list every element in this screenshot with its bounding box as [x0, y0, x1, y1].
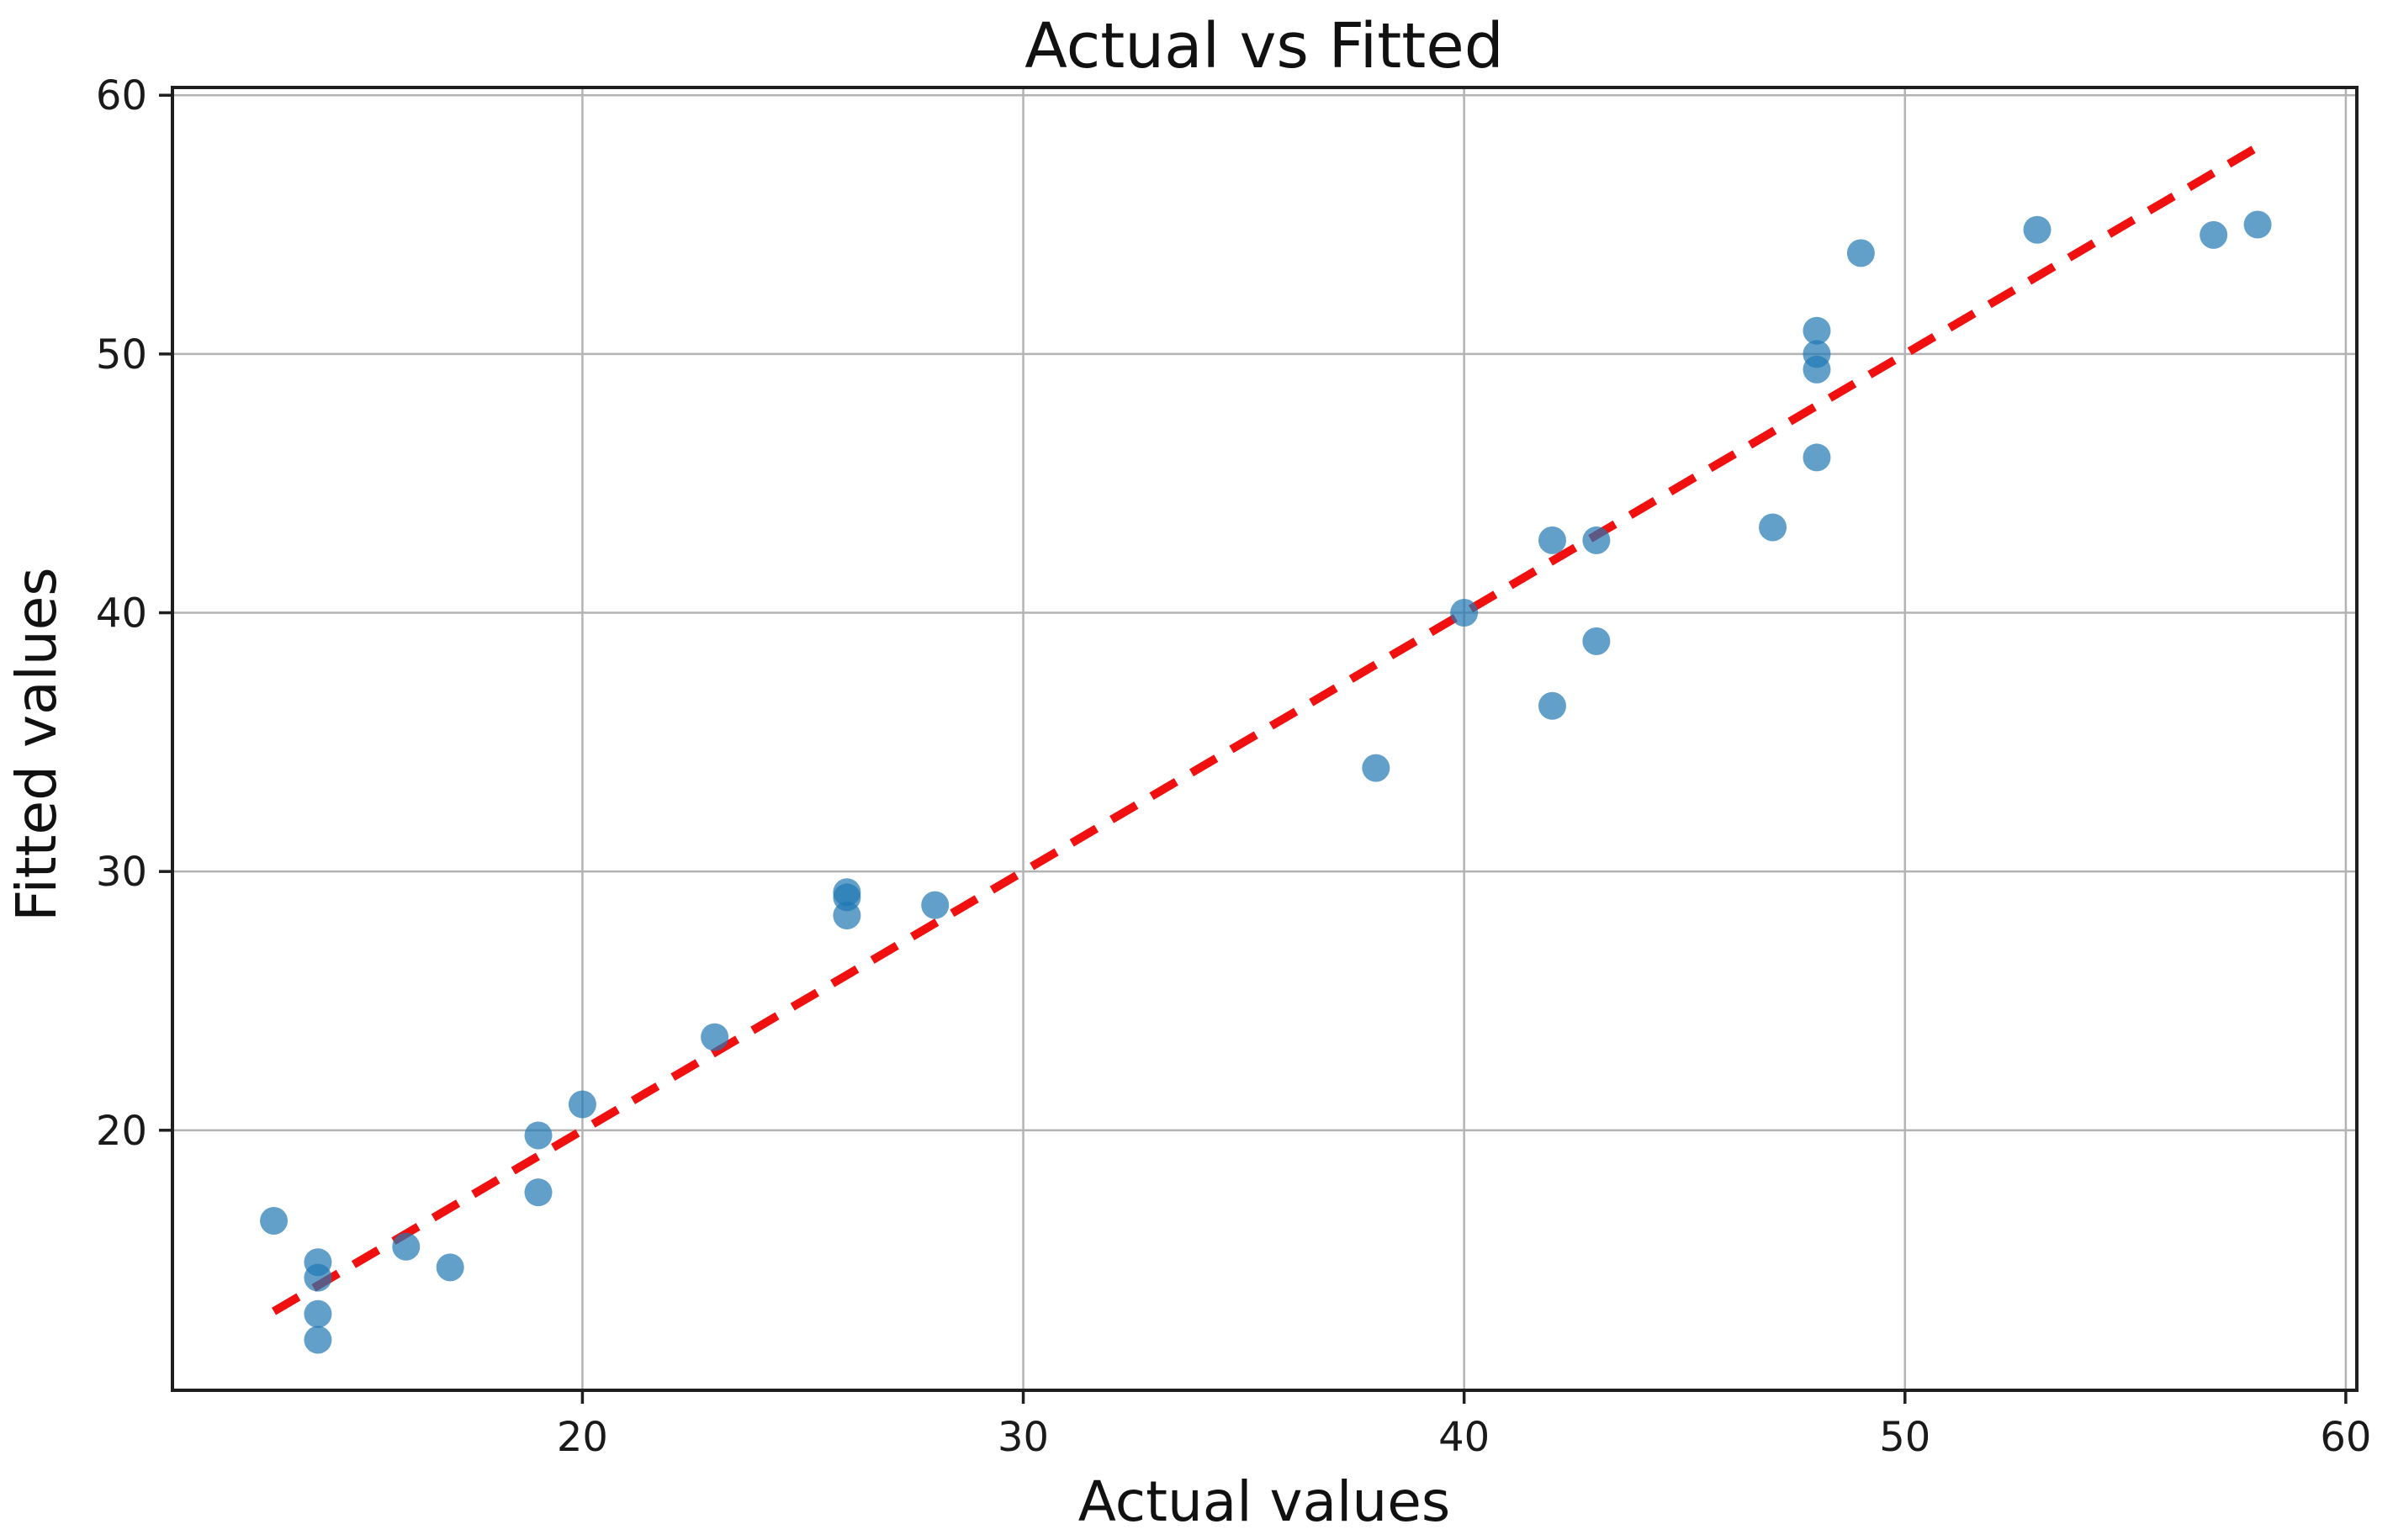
scatter-point	[701, 1023, 729, 1051]
scatter-point	[1538, 691, 1566, 720]
scatter-point	[921, 891, 950, 919]
scatter-point	[1846, 239, 1875, 267]
scatter-point	[392, 1232, 421, 1261]
plot-border	[171, 86, 2359, 1392]
points-layer	[260, 210, 2272, 1354]
chart-title: Actual vs Fitted	[1024, 10, 1504, 82]
y-tick-label: 20	[96, 1108, 147, 1155]
x-tick-label: 40	[1438, 1414, 1490, 1461]
y-tick-label: 30	[96, 849, 147, 896]
scatter-point	[304, 1299, 332, 1328]
x-tick-label: 30	[998, 1414, 1049, 1461]
x-tick-label: 60	[2320, 1414, 2371, 1461]
scatter-point	[2200, 220, 2228, 249]
y-axis-label: Fitted values	[4, 567, 69, 921]
y-tick-label: 60	[96, 72, 147, 119]
scatter-point	[568, 1090, 596, 1119]
scatter-point	[260, 1206, 289, 1235]
scatter-point	[304, 1263, 332, 1292]
scatter-point	[1803, 316, 1831, 345]
scatter-point	[1538, 526, 1566, 554]
scatter-point	[1759, 513, 1787, 542]
scatter-point	[1362, 754, 1390, 782]
scatter-point	[524, 1178, 553, 1207]
scatter-point	[1803, 443, 1831, 472]
scatter-point	[2243, 210, 2272, 239]
scatter-point	[1582, 627, 1611, 655]
scatter-point	[833, 901, 861, 929]
scatter-point	[1803, 340, 1831, 368]
x-tick-label: 20	[557, 1414, 608, 1461]
x-tick-label: 50	[1879, 1414, 1930, 1461]
line-layer	[272, 143, 2260, 1315]
x-axis-label: Actual values	[1078, 1469, 1450, 1534]
scatter-point	[1450, 599, 1479, 627]
scatter-point	[436, 1253, 464, 1282]
y-tick-label: 50	[96, 331, 147, 378]
scatter-point	[304, 1326, 332, 1354]
identity-line	[272, 143, 2260, 1315]
y-tick-label: 40	[96, 590, 147, 638]
scatter-point	[1582, 526, 1611, 554]
scatter-point	[524, 1121, 553, 1150]
tick-layer: 20 30 40 50 60 20 30 40 50 60	[96, 72, 2372, 1461]
spine-layer	[171, 86, 2359, 1392]
grid-layer	[172, 87, 2357, 1390]
scatter-point	[2023, 215, 2052, 244]
